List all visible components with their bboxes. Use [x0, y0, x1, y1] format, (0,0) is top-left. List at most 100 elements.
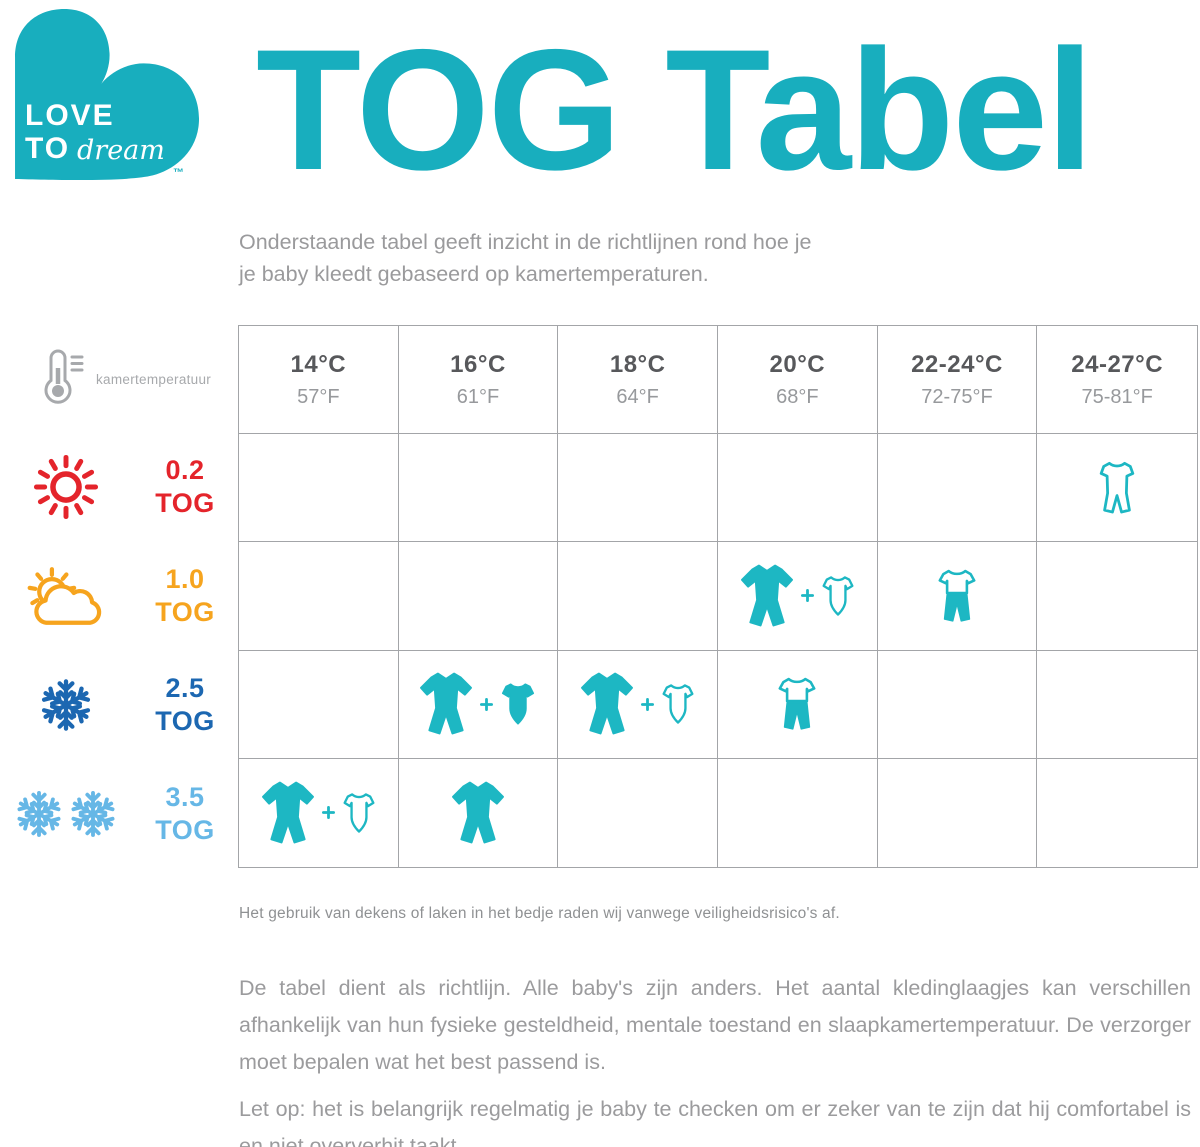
fahrenheit-label: 72-75°F [921, 385, 993, 408]
top-pants-icon [777, 675, 817, 733]
table-cell [558, 434, 718, 543]
table-cell [718, 758, 878, 867]
sun-icon [33, 454, 99, 520]
table-cell [1037, 759, 1197, 867]
heart-icon [15, 9, 200, 181]
suit-filled-icon [261, 780, 315, 846]
tog-unit: TOG [155, 597, 215, 628]
fahrenheit-label: 57°F [297, 385, 340, 408]
table-cell [877, 650, 1038, 759]
celsius-label: 20°C [769, 350, 826, 378]
table-cell [558, 758, 718, 867]
tog-value-label: 3.5 TOG [132, 781, 238, 847]
table-cell [718, 650, 878, 759]
celsius-label: 18°C [609, 350, 666, 378]
table-cell [718, 434, 878, 543]
table-cell [398, 434, 559, 543]
table-cell [239, 650, 399, 759]
tog-value-label: 2.5 TOG [132, 672, 238, 738]
column-header: 20°C 68°F [718, 326, 878, 434]
paragraph-guideline: De tabel dient als richtlijn. Alle baby'… [239, 976, 1191, 1074]
sun-cloud-icon [25, 565, 107, 627]
table-cell [878, 758, 1038, 867]
snowflake-icon [38, 677, 94, 733]
tog-number: 1.0 [165, 564, 205, 595]
paragraph-warning: Let op: het is belangrijk regelmatig je … [239, 1097, 1191, 1147]
subtitle-line-2: je baby kleedt gebaseerd op kamertempera… [239, 261, 709, 286]
table-cell [398, 542, 559, 651]
room-temperature-label: kamertemperatuur [96, 371, 212, 387]
plus-icon [480, 698, 493, 711]
tog-number: 3.5 [165, 781, 205, 812]
logo-text-dream: dream [77, 135, 165, 166]
trademark-symbol: ™ [173, 167, 184, 179]
table-cell [1037, 542, 1197, 651]
celsius-label: 14°C [290, 350, 347, 378]
tog-row-label: 0.2 TOG [0, 433, 238, 542]
table-cell [399, 758, 559, 867]
tog-row-label: 1.0 TOG [0, 542, 238, 651]
suit-filled-icon [451, 780, 505, 846]
plus-icon [322, 806, 335, 819]
fahrenheit-label: 61°F [456, 385, 500, 408]
column-header: 24-27°C 75-81°F [1037, 326, 1197, 434]
tog-value-label: 1.0 TOG [132, 563, 238, 629]
table-cell [398, 650, 559, 759]
table-cell [239, 434, 399, 543]
fahrenheit-label: 75-81°F [1081, 385, 1153, 408]
table-cell [718, 542, 878, 651]
column-header: 14°C 57°F [239, 326, 399, 434]
weather-icon-zone [0, 789, 132, 839]
suit-filled-icon [580, 671, 634, 737]
table-cell [1037, 651, 1197, 759]
tog-unit: TOG [155, 814, 215, 845]
logo-text-love: LOVE [25, 99, 115, 132]
tog-table: 14°C 57°F 16°C 61°F 18°C 64°F 20°C 68°F 22-24°C 7… [238, 325, 1198, 868]
table-cell [558, 542, 718, 651]
suit-filled-icon [740, 563, 794, 629]
weather-icon-zone [0, 565, 132, 627]
table-cell [239, 542, 399, 651]
column-header: 18°C 64°F [558, 326, 718, 434]
row-labels: kamertemperatuur 0.2 TOG 1.0 TOG 2.5 TOG 3.5 TOG [0, 325, 238, 868]
celsius-label: 22-24°C [911, 350, 1003, 378]
page-title: TOG Tabel [256, 14, 1094, 206]
table-cell [239, 758, 399, 867]
column-header: 16°C 61°F [398, 326, 559, 434]
love-to-dream-logo: LOVE TO dream ™ [0, 2, 205, 188]
bodysuit-outline-icon [821, 574, 855, 618]
weather-icon-zone [0, 677, 132, 733]
table-cell [877, 542, 1038, 651]
table-cell [877, 434, 1038, 543]
snowflake-icon [68, 789, 118, 839]
bodysuit-filled-icon [500, 681, 536, 727]
table-cell [558, 650, 718, 759]
safety-footnote: Het gebruik van dekens of laken in het b… [239, 904, 840, 922]
bodysuit-outline-icon [342, 791, 376, 835]
celsius-label: 16°C [450, 350, 506, 378]
column-header: 22-24°C 72-75°F [877, 326, 1038, 434]
tog-unit: TOG [155, 488, 215, 519]
room-temperature-legend: kamertemperatuur [0, 325, 238, 433]
tog-value-label: 0.2 TOG [132, 454, 238, 520]
tog-row-label: 2.5 TOG [0, 651, 238, 760]
table-cell [1037, 434, 1197, 543]
logo-text-to: TO [25, 132, 71, 165]
fahrenheit-label: 64°F [616, 385, 659, 408]
bodysuit-outline-icon [661, 682, 695, 726]
tog-unit: TOG [155, 705, 215, 736]
celsius-label: 24-27°C [1071, 350, 1164, 378]
weather-icon-zone [0, 454, 132, 520]
fahrenheit-label: 68°F [776, 385, 819, 408]
subtitle-line-1: Onderstaande tabel geeft inzicht in de r… [239, 230, 812, 254]
snowflake-icon [14, 789, 64, 839]
tog-number: 0.2 [165, 455, 205, 486]
romper-outline-icon [1098, 460, 1136, 516]
thermometer-icon [36, 348, 86, 410]
tog-row-label: 3.5 TOG [0, 759, 238, 868]
suit-filled-icon [419, 671, 473, 737]
plus-icon [641, 698, 654, 711]
plus-icon [801, 589, 814, 602]
page-subtitle: Onderstaande tabel geeft inzicht in de r… [239, 227, 812, 290]
